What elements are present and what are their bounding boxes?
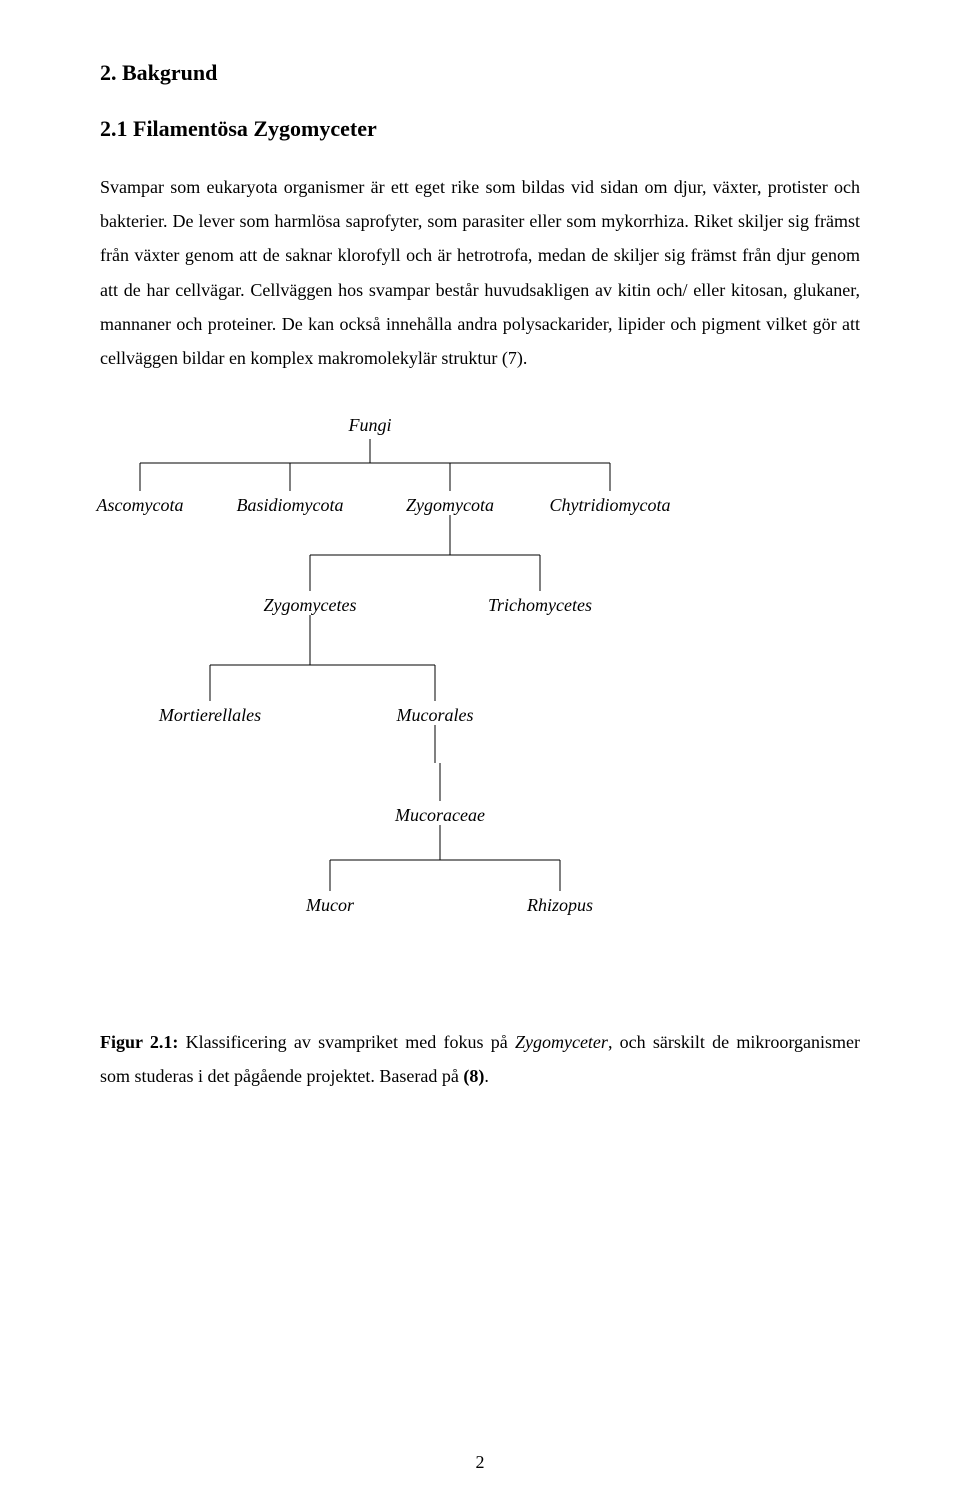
tree-node-mucorales: Mucorales: [390, 705, 480, 726]
page: 2. Bakgrund 2.1 Filamentösa Zygomyceter …: [0, 0, 960, 1503]
figure-caption-label: Figur 2.1:: [100, 1032, 178, 1052]
tree-node-mortierellales: Mortierellales: [150, 705, 270, 726]
tree-node-basidiomycota: Basidiomycota: [230, 495, 350, 516]
page-number: 2: [0, 1452, 960, 1473]
subsection-heading: 2.1 Filamentösa Zygomyceter: [100, 116, 860, 142]
figure-caption-italic-1: Zygomyceter: [515, 1032, 608, 1052]
section-heading: 2. Bakgrund: [100, 60, 860, 86]
tree-node-fungi: Fungi: [340, 415, 400, 436]
figure-caption-text-a: Klassificering av svampriket med fokus p…: [178, 1032, 515, 1052]
tree-node-zygomycota: Zygomycota: [400, 495, 500, 516]
figure-caption-text-c: .: [484, 1066, 489, 1086]
tree-node-chytridiomycota: Chytridiomycota: [540, 495, 680, 516]
tree-node-zygomycetes: Zygomycetes: [255, 595, 365, 616]
tree-node-mucoraceae: Mucoraceae: [390, 805, 490, 826]
tree-node-trichomycetes: Trichomycetes: [480, 595, 600, 616]
taxonomy-tree: Fungi Ascomycota Basidiomycota Zygomycot…: [100, 415, 860, 975]
body-paragraph: Svampar som eukaryota organismer är ett …: [100, 170, 860, 375]
tree-node-ascomycota: Ascomycota: [90, 495, 190, 516]
tree-node-rhizopus: Rhizopus: [520, 895, 600, 916]
figure-caption: Figur 2.1: Klassificering av svampriket …: [100, 1025, 860, 1093]
tree-node-mucor: Mucor: [300, 895, 360, 916]
figure-caption-ref: (8): [463, 1066, 484, 1086]
